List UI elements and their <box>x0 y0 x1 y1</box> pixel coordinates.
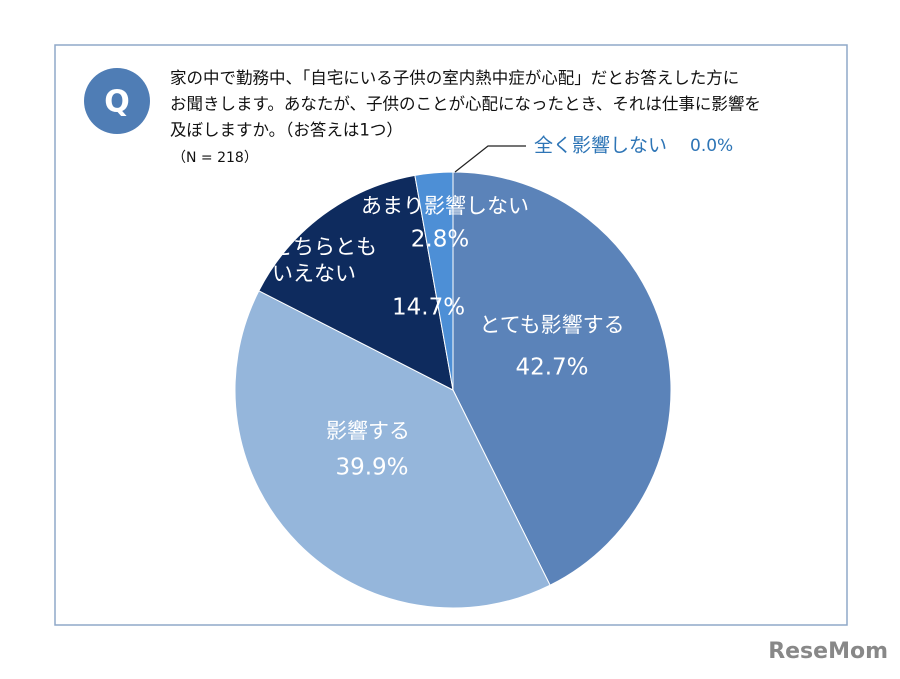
value-label: 2.8% <box>411 227 469 253</box>
pie-slice <box>414 171 454 391</box>
slice-label: あまり影響しない <box>361 194 529 218</box>
pie-slice <box>258 174 454 391</box>
leader-line <box>454 145 526 173</box>
badge-text: Q <box>104 85 130 120</box>
pie-slice <box>234 290 551 609</box>
question-line: 及ぼしますか。（お答えは1つ） <box>170 121 403 140</box>
sample-size: （N = 218） <box>172 150 258 166</box>
slice-label: どちらともいえない <box>272 235 377 285</box>
badge-circle <box>84 68 150 134</box>
slice-label: 全く影響しない <box>534 135 667 157</box>
question-line: お聞きします。あなたが、子供のことが心配になったとき、それは仕事に影響を <box>170 95 761 114</box>
slice-label: 影響する <box>326 419 410 443</box>
slice-label: とても影響する <box>479 313 624 337</box>
value-label: 39.9% <box>335 455 408 481</box>
value-label: 0.0% <box>690 136 733 156</box>
source-logo: ReseMom <box>768 639 888 664</box>
value-label: 14.7% <box>392 295 465 321</box>
pie-slice <box>452 171 672 586</box>
value-label: 42.7% <box>515 355 588 381</box>
question-line: 家の中で勤務中、「自宅にいる子供の室内熱中症が心配」だとお答えした方に <box>170 69 739 88</box>
